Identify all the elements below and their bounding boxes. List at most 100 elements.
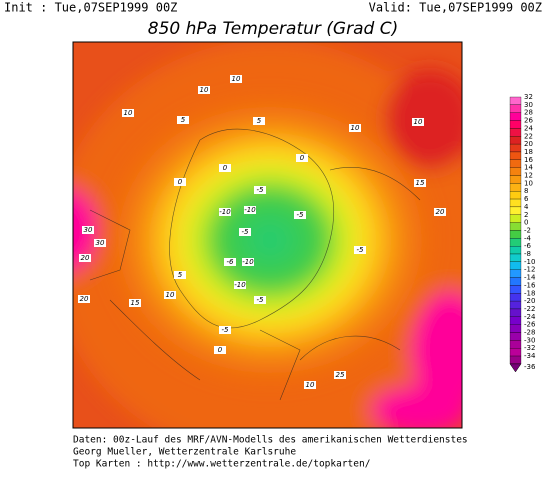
- colorbar-cell: [509, 253, 522, 262]
- colorbar-cell: [509, 277, 522, 286]
- contour-label: 0: [300, 154, 305, 162]
- colorbar-cell: [509, 104, 522, 113]
- contour-label: 20: [436, 208, 445, 216]
- contour-label-bg: [239, 228, 251, 236]
- contour-label: 10: [124, 109, 133, 117]
- contour-label-bg: [214, 346, 226, 354]
- contour-label-bg: [219, 164, 231, 172]
- contour-label: 20: [80, 295, 89, 303]
- colorbar-cell: [509, 269, 522, 278]
- contour-label: -10: [234, 281, 246, 289]
- colorbar-label: -12: [524, 266, 535, 274]
- colorbar-cell: [509, 332, 522, 341]
- colorbar-cell: [509, 136, 522, 145]
- contour-label-bg: [78, 295, 90, 303]
- contour-label: 10: [306, 381, 315, 389]
- colorbar-cell: [509, 324, 522, 333]
- colorbar-cell: [509, 340, 522, 349]
- colorbar-label: 2: [524, 211, 528, 219]
- contour-label: -5: [242, 228, 250, 236]
- colorbar-cell: [509, 183, 522, 192]
- contour-label: -6: [227, 258, 235, 266]
- colorbar-label: 16: [524, 156, 533, 164]
- colorbar-label: -36: [524, 363, 536, 371]
- contour-label: 15: [131, 299, 140, 307]
- init-time: Init : Tue,07SEP1999 00Z: [4, 1, 177, 15]
- colorbar-cell: [509, 143, 522, 153]
- contour-label-bg: [349, 124, 361, 132]
- footer-line: Daten: 00z-Lauf des MRF/AVN-Modells des …: [73, 435, 468, 446]
- map-title: 850 hPa Temperatur (Grad C): [148, 19, 398, 39]
- contour-label: 10: [351, 124, 360, 132]
- colorbar-label: 24: [524, 124, 533, 132]
- colorbar-label: -24: [524, 313, 536, 321]
- contour-label-bg: [129, 299, 141, 307]
- contour-label: 15: [416, 179, 425, 187]
- contour-label: -10: [242, 258, 254, 266]
- contour-label: 25: [336, 371, 345, 379]
- contour-label-bg: [254, 186, 266, 194]
- contour-label: 30: [84, 226, 93, 234]
- map-frame: [72, 41, 463, 429]
- map: [73, 42, 462, 428]
- contour-label: -10: [219, 208, 231, 216]
- colorbar-cell: [509, 96, 522, 105]
- colorbar-label: 8: [524, 187, 528, 195]
- colorbar-cell: [509, 214, 522, 223]
- colorbar-cell: [509, 308, 522, 317]
- contour-label-bg: [174, 178, 186, 186]
- colorbar-label: -16: [524, 281, 536, 289]
- colorbar-label: -22: [524, 305, 535, 313]
- contour-label: -5: [297, 211, 305, 219]
- colorbar-label: -10: [524, 258, 535, 266]
- colorbar-cell: [509, 191, 522, 200]
- colorbar-label: 26: [524, 117, 533, 125]
- contour-label: 0: [178, 178, 183, 186]
- footer-line: Top Karten : http://www.wetterzentrale.d…: [73, 459, 370, 470]
- contour-label-bg: [219, 208, 231, 216]
- colorbar-cell: [509, 316, 522, 325]
- colorbar-label: -28: [524, 329, 535, 337]
- contour-label: 5: [181, 116, 186, 124]
- contour-label-bg: [434, 208, 446, 216]
- colorbar-label: 32: [524, 93, 533, 101]
- contour-label-bg: [412, 118, 424, 126]
- contour-label-bg: [79, 254, 91, 262]
- contour-label-bg: [294, 211, 306, 219]
- contour-label-bg: [230, 75, 242, 83]
- colorbar-label: -26: [524, 321, 536, 329]
- contour-label: 0: [223, 164, 228, 172]
- contour-label-bg: [174, 271, 186, 279]
- colorbar-label: -20: [524, 297, 535, 305]
- footer-line: Georg Mueller, Wetterzentrale Karlsruhe: [73, 447, 296, 458]
- colorbar-cell: [509, 245, 522, 255]
- contour-label: 30: [96, 239, 105, 247]
- contour-label-bg: [242, 258, 254, 266]
- contour-label-bg: [234, 281, 246, 289]
- colorbar-cell: [509, 128, 522, 137]
- colorbar-label: 30: [524, 101, 533, 109]
- valid-time: Valid: Tue,07SEP1999 00Z: [369, 1, 542, 15]
- contour-label-bg: [253, 117, 265, 125]
- colorbar-label: 0: [524, 219, 528, 227]
- contour-label-bg: [414, 179, 426, 187]
- contour-label-bg: [198, 86, 210, 94]
- contour-label-bg: [94, 239, 106, 247]
- colorbar-label: 6: [524, 195, 529, 203]
- contour-label-bg: [224, 258, 236, 266]
- colorbar-cell: [509, 261, 522, 270]
- contour-label-bg: [334, 371, 346, 379]
- colorbar-label: -18: [524, 289, 535, 297]
- contour-label: 10: [414, 118, 423, 126]
- contour-label: 10: [232, 75, 241, 83]
- contour-label: -5: [357, 246, 365, 254]
- contour-label-bg: [164, 291, 176, 299]
- contour-label-bg: [296, 154, 308, 162]
- colorbar-cell: [509, 198, 522, 208]
- colorbar-cell: [509, 348, 522, 357]
- contour-label: -5: [257, 296, 265, 304]
- colorbar-label: -6: [524, 242, 532, 250]
- colorbar-arrow: [509, 363, 522, 373]
- colorbar-label: 14: [524, 164, 533, 172]
- contour-label: 0: [218, 346, 223, 354]
